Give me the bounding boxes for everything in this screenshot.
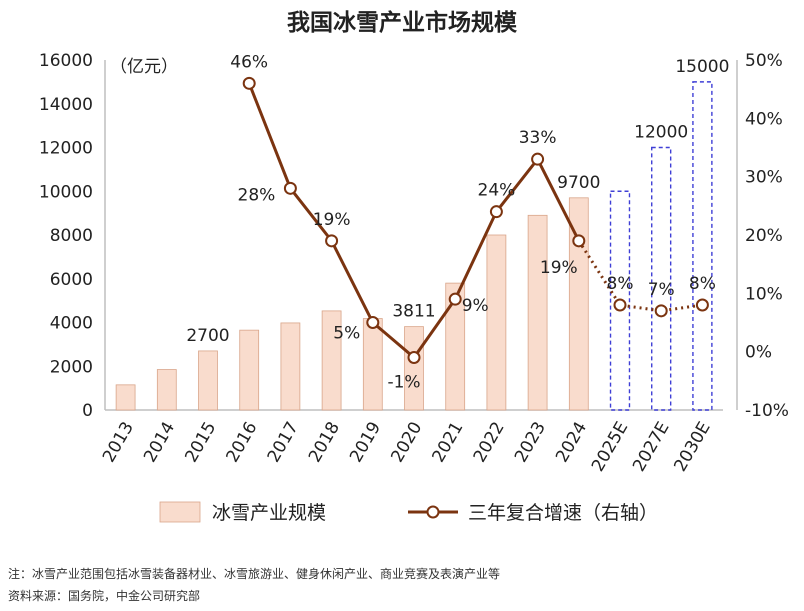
x-tick-label: 2016	[223, 419, 262, 466]
bar	[280, 322, 301, 411]
growth-value-label: 9%	[462, 296, 489, 316]
bar-value-label: 2700	[186, 326, 229, 346]
bar	[156, 369, 177, 411]
bar-estimate	[609, 190, 631, 411]
x-tick-label: 2017	[264, 419, 303, 466]
growth-value-label: 19%	[540, 258, 578, 278]
footnote: 注：冰雪产业范围包括冰雪装备器材业、冰雪旅游业、健身休闲产业、商业竞赛及表演产业…	[8, 567, 501, 581]
x-tick-label: 2025E	[588, 419, 632, 476]
x-tick-label: 2015	[181, 419, 220, 466]
right-tick-label: 50%	[745, 51, 783, 71]
bar	[445, 282, 466, 411]
x-tick-label: 2022	[470, 419, 509, 466]
bar	[198, 350, 218, 411]
bar-value-label: 15000	[675, 57, 729, 77]
bar	[568, 197, 589, 411]
x-tick-label: 2018	[305, 419, 344, 466]
bar	[239, 329, 260, 411]
right-tick-label: 30%	[745, 168, 783, 188]
growth-marker	[531, 152, 545, 166]
left-tick-label: 8000	[50, 226, 93, 246]
chart: 我国冰雪产业市场规模 （亿元） 0 2000 4000 6000 8000 10000 12…	[39, 9, 789, 524]
growth-value-label: 24%	[478, 181, 516, 201]
right-tick-label: 0%	[745, 343, 772, 363]
growth-value-label: 19%	[313, 210, 351, 230]
growth-value-label: 33%	[519, 128, 557, 148]
legend-line-marker	[426, 505, 440, 519]
left-tick-label: 14000	[39, 95, 93, 115]
bar-value-label: 9700	[557, 173, 600, 193]
right-tick-label: 10%	[745, 284, 783, 304]
x-tick-label: 2027E	[629, 419, 673, 476]
x-tick-label: 2020	[387, 419, 426, 466]
left-tick-label: 6000	[50, 270, 93, 290]
bar	[321, 310, 342, 411]
right-tick-label: 20%	[745, 226, 783, 246]
left-axis-unit: （亿元）	[110, 57, 178, 77]
bar	[362, 318, 383, 411]
source-note: 资料来源：国务院，中金公司研究部	[8, 589, 201, 603]
x-tick-label: 2019	[346, 419, 385, 466]
legend-bar-label: 冰雪产业规模	[212, 502, 326, 524]
growth-line-dotted	[577, 240, 703, 313]
bar	[486, 234, 507, 411]
left-tick-label: 4000	[50, 314, 93, 334]
chart-title: 我国冰雪产业市场规模	[287, 9, 518, 36]
growth-value-label: -1%	[387, 373, 420, 393]
legend-line-label: 三年复合增速（右轴）	[468, 502, 658, 524]
growth-marker	[654, 304, 668, 318]
left-tick-label: 16000	[39, 51, 93, 71]
left-tick-label: 2000	[50, 357, 93, 377]
growth-value-label: 7%	[648, 280, 675, 300]
left-tick-label: 10000	[39, 182, 93, 202]
bar-value-label: 12000	[634, 123, 688, 143]
right-tick-label: -10%	[745, 401, 789, 421]
growth-marker	[242, 76, 256, 90]
growth-marker	[448, 292, 462, 306]
growth-marker	[572, 234, 586, 248]
growth-value-label: 5%	[333, 324, 360, 344]
growth-marker	[695, 298, 709, 312]
x-tick-label: 2014	[140, 419, 179, 466]
growth-marker	[613, 298, 627, 312]
bar	[404, 326, 424, 411]
legend-bar-swatch	[159, 501, 201, 523]
bar	[527, 214, 548, 411]
bar-estimate	[692, 81, 713, 411]
bar-estimate	[651, 146, 672, 411]
growth-marker	[366, 316, 380, 329]
bar-value-label: 3811	[392, 302, 435, 322]
left-tick-label: 0	[82, 401, 93, 421]
x-tick-label: 2013	[99, 419, 138, 466]
growth-value-label: 8%	[607, 274, 634, 294]
right-tick-label: 40%	[745, 109, 783, 129]
x-tick-label: 2024	[552, 419, 591, 466]
x-tick-label: 2021	[429, 419, 468, 466]
growth-marker	[283, 181, 297, 195]
growth-value-label: 46%	[230, 52, 268, 72]
growth-value-label: 8%	[689, 274, 716, 294]
bar	[115, 384, 136, 411]
growth-marker	[325, 234, 339, 248]
growth-marker	[407, 351, 421, 364]
growth-value-label: 28%	[238, 185, 276, 205]
x-tick-label: 2023	[511, 419, 550, 466]
left-tick-label: 12000	[39, 139, 93, 159]
x-tick-label: 2030E	[670, 419, 714, 476]
growth-marker	[489, 205, 503, 219]
